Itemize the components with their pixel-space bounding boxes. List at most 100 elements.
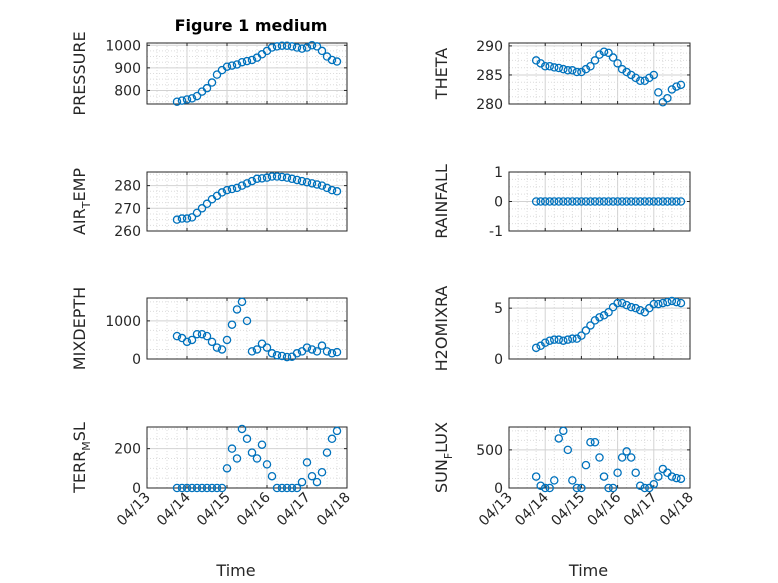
data-point	[559, 64, 568, 74]
data-point	[272, 483, 282, 493]
data-point	[531, 472, 541, 481]
data-point	[586, 437, 595, 447]
data-point	[312, 347, 322, 356]
y-tick-label: -1	[489, 224, 503, 240]
data-point	[608, 53, 618, 62]
data-point	[282, 483, 292, 493]
data-point	[232, 60, 242, 69]
data-point	[247, 176, 257, 186]
data-point	[559, 197, 568, 206]
data-point	[317, 468, 327, 477]
data-point	[654, 472, 663, 481]
data-point	[545, 336, 554, 345]
data-point	[540, 338, 550, 347]
y-tick-label: 200	[114, 442, 141, 458]
x-tick-label: 04/14	[512, 489, 552, 529]
data-point	[640, 483, 650, 493]
y-axis-label: MIXDEPTH	[70, 287, 89, 370]
data-point	[554, 335, 564, 344]
data-point	[232, 454, 242, 463]
x-tick-label: 04/16	[585, 489, 625, 529]
data-point	[302, 458, 312, 467]
data-point	[227, 444, 237, 453]
data-point	[635, 481, 645, 490]
y-axis-label: PRESSURE	[70, 31, 89, 115]
data-point	[252, 345, 262, 354]
y-tick-label: 290	[476, 39, 503, 55]
data-point	[282, 352, 292, 362]
data-point	[676, 80, 686, 90]
data-point	[182, 95, 192, 104]
data-point	[559, 336, 568, 345]
y-axis-label: SUNFLUX	[432, 422, 455, 493]
data-point	[613, 468, 622, 477]
data-point	[237, 57, 247, 67]
data-point	[531, 197, 541, 206]
data-point	[631, 197, 640, 206]
data-point	[577, 331, 586, 340]
data-point	[267, 43, 277, 52]
data-point	[172, 97, 182, 106]
data-point	[192, 329, 202, 339]
y-tick-label: 800	[114, 83, 141, 99]
y-tick-label: 1000	[105, 38, 141, 54]
x-tick-label: 04/17	[274, 490, 314, 530]
y-tick-label: 500	[476, 443, 503, 459]
data-point	[604, 48, 613, 58]
data-point	[182, 214, 192, 223]
data-point	[577, 483, 586, 493]
data-point	[312, 180, 322, 189]
data-point	[613, 59, 622, 68]
data-point	[222, 335, 232, 345]
data-point	[649, 197, 659, 206]
data-point	[202, 199, 212, 209]
data-point	[212, 483, 222, 493]
y-tick-label: 1	[494, 165, 503, 181]
data-point	[595, 197, 604, 206]
data-point	[227, 61, 237, 70]
data-point	[292, 43, 302, 52]
data-point	[272, 350, 282, 360]
data-point	[622, 197, 631, 206]
y-tick-label: 260	[114, 224, 141, 240]
data-point	[654, 88, 663, 97]
data-point	[327, 55, 337, 65]
data-point	[672, 473, 681, 483]
data-point	[332, 57, 342, 66]
subplot-2: 280 285 290 THETA	[432, 39, 691, 113]
data-point	[187, 94, 197, 103]
data-point	[640, 197, 650, 206]
data-point	[595, 313, 604, 322]
data-point	[617, 453, 627, 462]
data-point	[222, 185, 232, 195]
data-point	[550, 476, 559, 485]
figure-title: Figure 1 medium	[175, 16, 328, 35]
y-axis-label: TERRMSL	[70, 422, 93, 494]
data-point	[622, 300, 631, 310]
y-tick-label: 5	[494, 301, 503, 317]
data-point	[247, 448, 257, 457]
data-point	[676, 197, 686, 206]
subplot-8: 050004/1304/1404/1504/1604/1704/18SUNFLU…	[432, 422, 697, 580]
data-point	[212, 70, 222, 79]
data-point	[658, 298, 668, 308]
data-point	[322, 183, 332, 193]
data-point	[635, 305, 645, 315]
data-point	[545, 61, 554, 71]
y-tick-label: 0	[494, 481, 503, 497]
data-point	[554, 63, 564, 73]
data-point	[232, 305, 242, 314]
data-point	[312, 477, 322, 487]
data-point	[287, 174, 297, 184]
data-point	[327, 349, 337, 358]
data-point	[676, 474, 686, 484]
data-point	[540, 61, 550, 71]
data-point	[554, 197, 564, 206]
data-point	[257, 440, 267, 449]
data-point	[572, 197, 582, 206]
data-point	[277, 351, 287, 361]
data-point	[182, 337, 192, 347]
data-point	[604, 483, 613, 493]
